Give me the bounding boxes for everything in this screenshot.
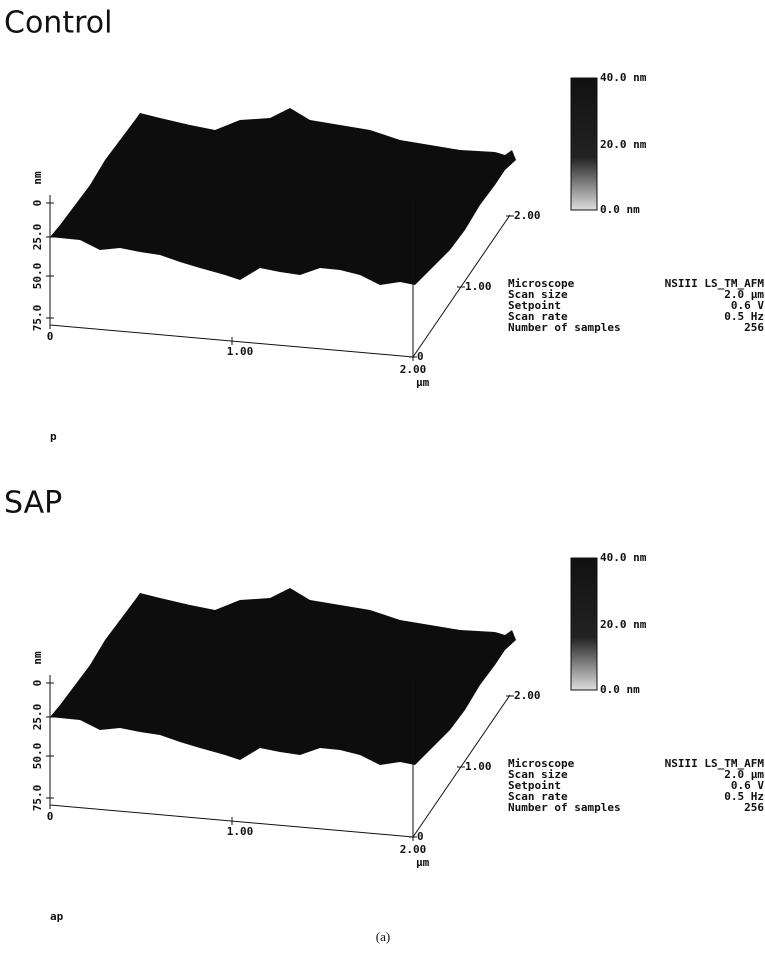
- y-axis: [412, 214, 511, 358]
- z-tick-label: 25.0: [31, 704, 44, 731]
- afm-panel: Control75.050.025.00nm01.002.00µm01.002.…: [4, 6, 764, 444]
- info-value: NSIII LS_TM_AFM: [665, 277, 765, 290]
- info-value: 0.5 Hz: [724, 790, 764, 803]
- y-tick-label: 0: [417, 830, 424, 843]
- info-label: Setpoint: [508, 779, 561, 792]
- info-value: 2.0 µm: [724, 288, 764, 301]
- info-label: Scan size: [508, 768, 568, 781]
- info-value: 0.6 V: [731, 779, 764, 792]
- file-name: ap: [50, 910, 64, 923]
- x-tick-label: 0: [47, 810, 54, 823]
- file-name: p: [50, 430, 57, 443]
- z-tick-label: 0: [31, 680, 44, 687]
- z-tick-label: 50.0: [31, 743, 44, 770]
- z-tick-label: 50.0: [31, 263, 44, 290]
- info-label: Microscope: [508, 757, 575, 770]
- info-label: Scan rate: [508, 310, 568, 323]
- info-value: 256: [744, 321, 764, 334]
- x-axis-unit: µm: [416, 376, 430, 389]
- y-tick-label: 0: [417, 350, 424, 363]
- panel-title: SAP: [4, 486, 62, 521]
- info-label: Setpoint: [508, 299, 561, 312]
- y-tick-label: 1.00: [465, 280, 492, 293]
- y-tick-label: 2.00: [514, 209, 541, 222]
- colorbar-label: 20.0 nm: [600, 138, 647, 151]
- info-label: Scan rate: [508, 790, 568, 803]
- colorbar-label: 0.0 nm: [600, 683, 640, 696]
- colorbar-label: 40.0 nm: [600, 551, 647, 564]
- colorbar-label: 20.0 nm: [600, 618, 647, 631]
- info-value: 256: [744, 801, 764, 814]
- info-value: 2.0 µm: [724, 768, 764, 781]
- surface: [50, 108, 516, 285]
- x-tick-label: 1.00: [227, 345, 254, 358]
- x-axis-unit: µm: [416, 856, 430, 869]
- x-tick-label: 2.00: [400, 843, 427, 856]
- info-label: Number of samples: [508, 321, 621, 334]
- info-label: Microscope: [508, 277, 575, 290]
- surface: [50, 588, 516, 765]
- x-tick-label: 0: [47, 330, 54, 343]
- colorbar: [570, 77, 598, 211]
- panel-title: Control: [4, 6, 112, 41]
- figure-label: (a): [376, 929, 390, 944]
- z-tick-label: 75.0: [31, 305, 44, 332]
- x-tick-label: 2.00: [400, 363, 427, 376]
- info-value: NSIII LS_TM_AFM: [665, 757, 765, 770]
- z-tick-label: 0: [31, 200, 44, 207]
- info-value: 0.5 Hz: [724, 310, 764, 323]
- info-label: Number of samples: [508, 801, 621, 814]
- info-value: 0.6 V: [731, 299, 764, 312]
- y-tick-label: 2.00: [514, 689, 541, 702]
- y-axis: [412, 694, 511, 838]
- z-axis-label: nm: [31, 651, 44, 665]
- colorbar: [570, 557, 598, 691]
- afm-panel: SAP75.050.025.00nm01.002.00µm01.002.0040…: [4, 486, 764, 924]
- z-tick-label: 25.0: [31, 224, 44, 251]
- colorbar-label: 0.0 nm: [600, 203, 640, 216]
- y-tick-label: 1.00: [465, 760, 492, 773]
- z-tick-label: 75.0: [31, 785, 44, 812]
- x-tick-label: 1.00: [227, 825, 254, 838]
- z-axis-label: nm: [31, 171, 44, 185]
- colorbar-label: 40.0 nm: [600, 71, 647, 84]
- info-label: Scan size: [508, 288, 568, 301]
